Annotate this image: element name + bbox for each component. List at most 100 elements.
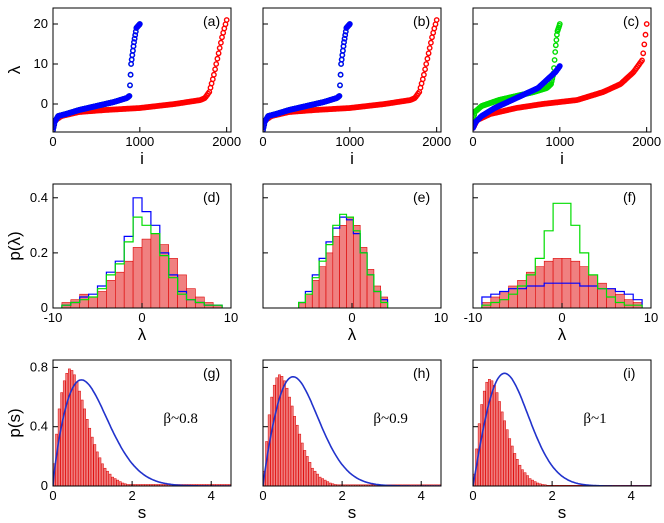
data-point [641,41,648,48]
histogram-bar [482,390,486,486]
histogram-bar [531,479,534,486]
histogram-bar [526,271,536,308]
histogram-bar [373,285,381,308]
series-blue [53,21,143,132]
histogram-bar [90,436,94,486]
data-point [210,71,217,78]
data-point [339,47,346,54]
data-point [339,52,346,58]
data-point [209,76,216,83]
data-point [127,71,134,78]
histogram-bar [129,484,132,486]
data-point [556,21,563,27]
histogram-bar [146,484,150,486]
step-line-green [61,216,223,308]
histogram-bar [283,380,286,486]
histogram-bar [303,450,307,486]
histogram-bar [106,470,109,486]
axes-frame [262,7,442,133]
histogram-bar [97,291,107,308]
histogram-bar [503,420,506,486]
axes-frame [262,359,442,487]
panel-f: -10 0 10 λ (f) [464,183,658,344]
data-point [553,37,560,43]
panel-label: (e) [413,189,430,205]
x-axis-label: i [140,149,144,168]
histogram-bar [278,374,281,486]
histogram-bar [495,392,499,486]
histogram-bar [113,478,117,486]
series-red [473,21,650,131]
histogram-bar [313,470,317,486]
x-tick-label: 0 [49,134,56,149]
panel-a: 0 1000 2000 0 10 20 i λ (a) [5,7,241,168]
y-ticks [263,197,268,309]
histogram-bar [346,216,354,308]
beta-annotation: β~0.9 [373,411,408,427]
x-tick-label: 4 [628,488,635,503]
histogram-bar [305,456,309,486]
histogram-bar [121,482,125,486]
data-point [425,50,432,57]
histogram-bar [159,244,170,308]
y-ticks [473,23,478,105]
histogram-bar [79,293,89,308]
x-tick-label: 2 [128,488,135,503]
data-point [552,42,559,49]
plot-area [53,368,231,486]
histogram-bar [325,252,334,308]
histogram-bar [103,467,107,486]
data-point [423,61,430,67]
y-ticks [263,366,268,487]
histogram-bar [285,387,289,486]
histogram-bar [517,280,527,308]
beta-annotation: β~1 [583,411,606,427]
y-axis-label: p(s) [5,408,24,437]
x-tick-label: 0 [49,488,56,503]
x-axis-label: s [348,503,357,522]
histogram-bar [186,288,196,308]
histogram-bar [151,484,155,486]
histogram-bar [85,419,89,486]
histogram-bars [53,368,231,486]
data-point [338,61,344,67]
histogram-bar [528,478,532,486]
panel-label: (c) [623,13,639,29]
x-tick-label: 10 [644,310,658,325]
x-tick-label: 0 [348,310,355,325]
histogram-bar [123,260,134,308]
histogram-bar [295,424,299,486]
y-tick-label: 0.2 [30,245,48,260]
x-axis-label: λ [558,325,567,344]
x-ticks: 0 2 4 [49,481,215,503]
data-point [338,56,345,63]
x-ticks: -10 0 10 [464,303,658,325]
plot-area [61,197,223,308]
histogram-bar [162,484,165,486]
histogram-bar [141,238,152,308]
data-point [131,39,137,46]
histogram-bar [328,482,332,486]
histogram-bar [111,476,114,486]
histogram-bar [150,233,161,308]
data-point [427,39,434,46]
histogram-bar [83,408,86,486]
data-point [336,93,343,99]
histogram-bar [505,429,509,486]
x-ticks: 0 2 4 [469,481,635,503]
step-line-green [298,213,389,308]
data-point [422,66,428,73]
x-tick-label: 0 [138,310,145,325]
y-tick-label: 0 [41,96,48,111]
data-point [426,45,433,51]
histogram-bar [159,484,163,486]
plot-area [473,372,651,486]
y-axis-label: p(λ) [5,231,24,260]
x-axis-label: i [350,149,354,168]
data-point [128,61,135,67]
beta-annotation: β~0.8 [163,411,198,427]
histogram-bar [513,453,517,486]
y-ticks: 0 10 20 [34,16,58,111]
data-point [341,35,348,42]
x-tick-label: 2 [548,488,555,503]
